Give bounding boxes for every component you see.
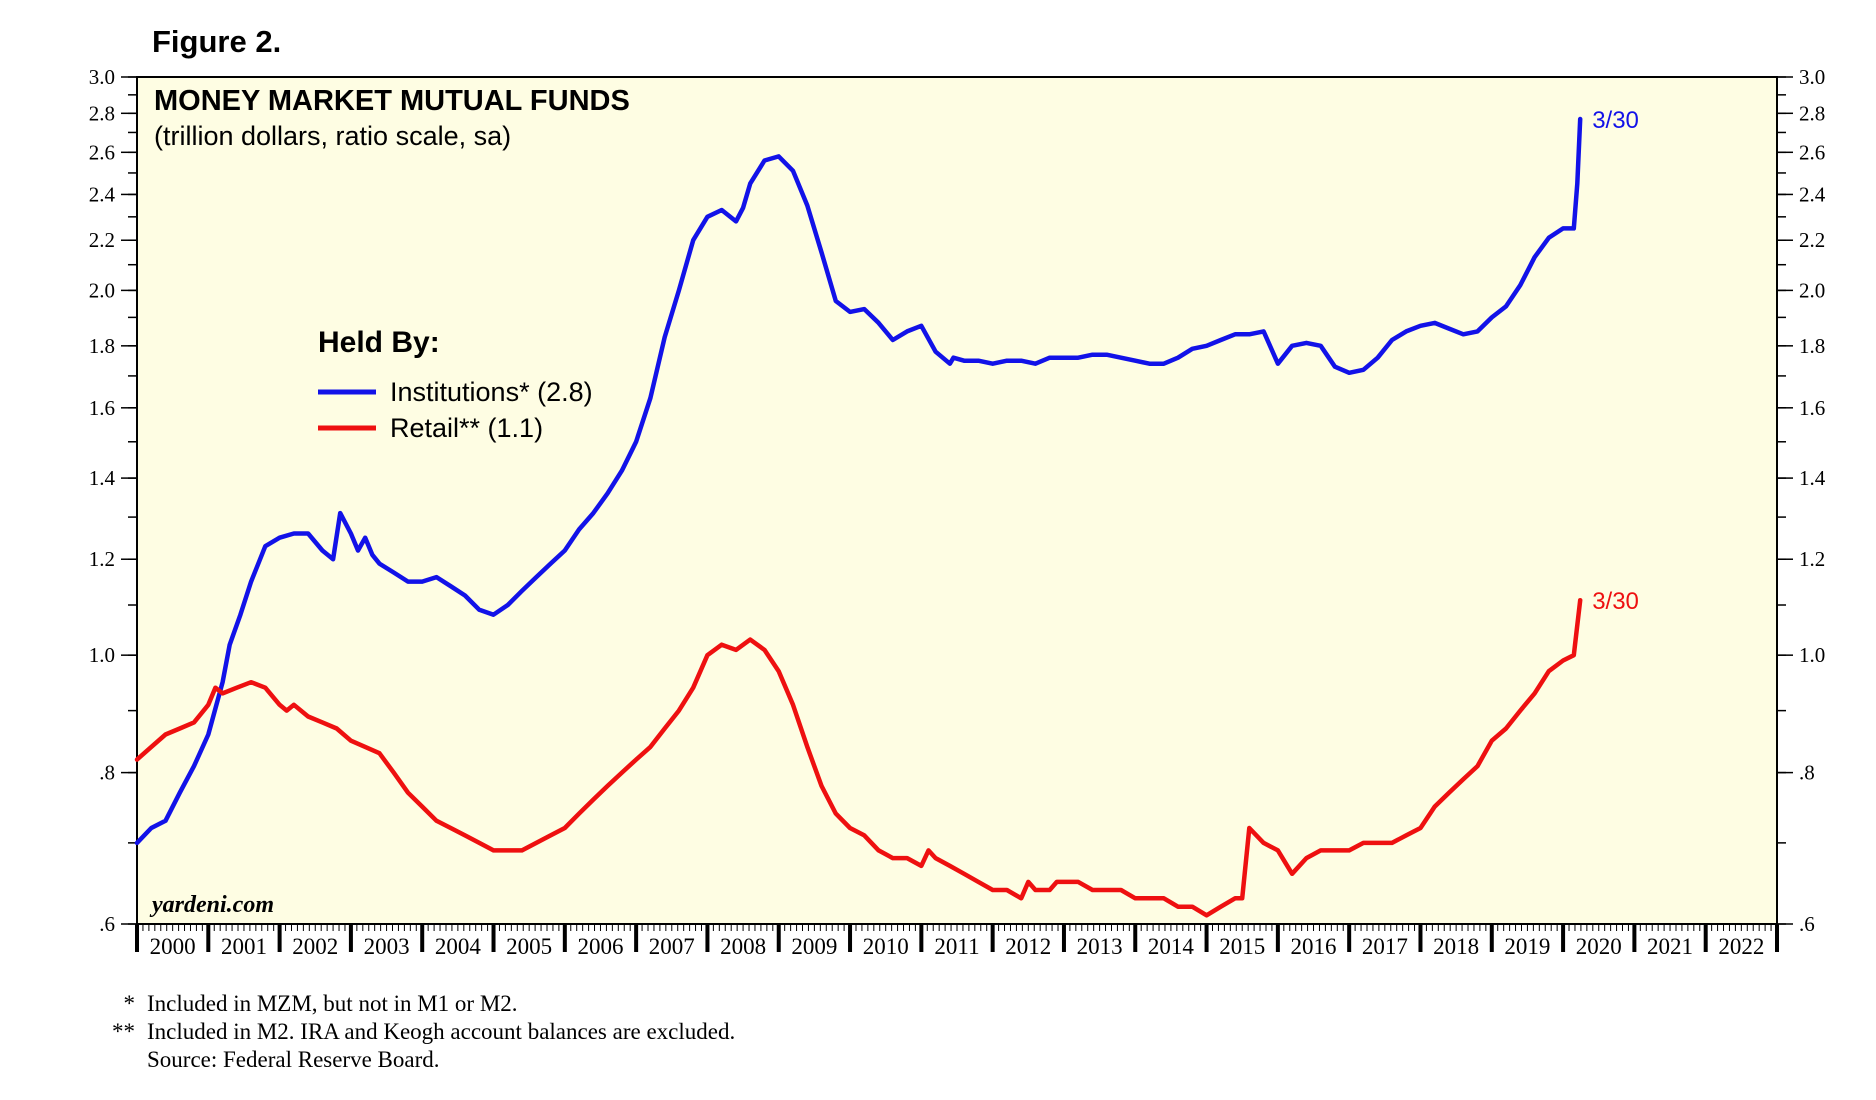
x-tick-label: 2000 — [150, 934, 196, 959]
y-tick-label-left: 2.0 — [89, 278, 115, 302]
y-tick-label-right: 3.0 — [1799, 65, 1825, 89]
plot-area — [136, 76, 1778, 925]
y-tick-label-right: 2.2 — [1799, 228, 1825, 252]
footnote-2: ** Included in M2. IRA and Keogh account… — [90, 1018, 735, 1046]
chart-subtitle: (trillion dollars, ratio scale, sa) — [154, 121, 511, 151]
y-tick-label-left: .6 — [99, 912, 115, 936]
x-tick-label: 2004 — [435, 934, 482, 959]
y-tick-label-right: 2.4 — [1799, 182, 1826, 206]
x-tick-label: 2014 — [1148, 934, 1195, 959]
y-tick-label-right: 1.4 — [1799, 466, 1826, 490]
y-tick-label-left: 3.0 — [89, 65, 115, 89]
axes: .6 .6 .8 .8 1.0 1.0 1.2 1.2 1.4 1.4 1.6 1.6 1.8 1.8 2.… — [89, 65, 1826, 959]
x-tick-label: 2018 — [1433, 934, 1479, 959]
y-tick-label-right: .8 — [1799, 761, 1815, 785]
footnote-mark — [90, 1046, 147, 1074]
x-tick-label: 2003 — [364, 934, 410, 959]
x-tick-label: 2013 — [1077, 934, 1123, 959]
footnote-text: Source: Federal Reserve Board. — [147, 1047, 440, 1072]
y-tick-label-right: 1.6 — [1799, 396, 1825, 420]
x-tick-label: 2001 — [221, 934, 267, 959]
figure-label: Figure 2. — [152, 24, 282, 59]
x-tick-label: 2005 — [506, 934, 552, 959]
y-tick-label-right: 1.8 — [1799, 334, 1825, 358]
x-tick-label: 2012 — [1005, 934, 1051, 959]
y-tick-label-right: 1.0 — [1799, 643, 1825, 667]
y-tick-label-left: 2.8 — [89, 101, 115, 125]
footnotes: * Included in MZM, but not in M1 or M2. … — [90, 990, 735, 1074]
y-tick-label-left: .8 — [99, 761, 115, 785]
footnote-text: Included in MZM, but not in M1 or M2. — [147, 991, 518, 1016]
end-label: 3/30 — [1592, 107, 1639, 134]
x-tick-label: 2020 — [1576, 934, 1622, 959]
y-tick-label-right: 2.8 — [1799, 101, 1825, 125]
chart-title: MONEY MARKET MUTUAL FUNDS — [154, 85, 630, 117]
footnote-1: * Included in MZM, but not in M1 or M2. — [90, 990, 735, 1018]
x-tick-label: 2021 — [1647, 934, 1693, 959]
y-tick-label-right: 2.0 — [1799, 278, 1825, 302]
y-tick-label-left: 2.2 — [89, 228, 115, 252]
x-tick-label: 2006 — [577, 934, 623, 959]
footnote-mark: * — [123, 991, 136, 1016]
y-tick-label-left: 1.0 — [89, 643, 115, 667]
legend-label-retail: Retail** (1.1) — [390, 413, 543, 443]
y-tick-label-right: .6 — [1799, 912, 1815, 936]
x-tick-label: 2009 — [791, 934, 837, 959]
x-tick-label: 2010 — [863, 934, 909, 959]
y-tick-label-right: 1.2 — [1799, 547, 1825, 571]
x-tick-label: 2016 — [1291, 934, 1337, 959]
series-lines: 3/30 3/30 — [134, 107, 1639, 918]
legend-title: Held By: — [318, 326, 440, 359]
series-line-institutions — [134, 116, 1583, 846]
end-label: 3/30 — [1592, 588, 1639, 615]
chart: .6 .6 .8 .8 1.0 1.0 1.2 1.2 1.4 1.4 1.6 1.6 1.8 1.8 2.… — [89, 65, 1826, 959]
y-tick-label-left: 1.2 — [89, 547, 115, 571]
x-tick-label: 2011 — [934, 934, 979, 959]
y-tick-label-left: 1.4 — [89, 466, 116, 490]
footnote-text: Included in M2. IRA and Keogh account ba… — [147, 1019, 736, 1044]
x-tick-label: 2019 — [1504, 934, 1550, 959]
legend-label-institutions: Institutions* (2.8) — [390, 377, 593, 407]
x-tick-label: 2002 — [292, 934, 338, 959]
y-tick-label-left: 2.4 — [89, 182, 116, 206]
footnote-mark: ** — [112, 1019, 135, 1044]
x-tick-label: 2007 — [649, 934, 695, 959]
x-tick-label: 2008 — [720, 934, 766, 959]
y-tick-label-left: 1.6 — [89, 396, 115, 420]
y-tick-label-left: 1.8 — [89, 334, 115, 358]
y-tick-label-left: 2.6 — [89, 140, 115, 164]
footnote-source: Source: Federal Reserve Board. — [90, 1046, 735, 1074]
watermark: yardeni.com — [149, 892, 274, 918]
y-tick-label-right: 2.6 — [1799, 140, 1825, 164]
x-tick-label: 2022 — [1718, 934, 1764, 959]
x-tick-label: 2017 — [1362, 934, 1408, 959]
series-line-retail — [134, 597, 1583, 918]
x-tick-label: 2015 — [1219, 934, 1265, 959]
